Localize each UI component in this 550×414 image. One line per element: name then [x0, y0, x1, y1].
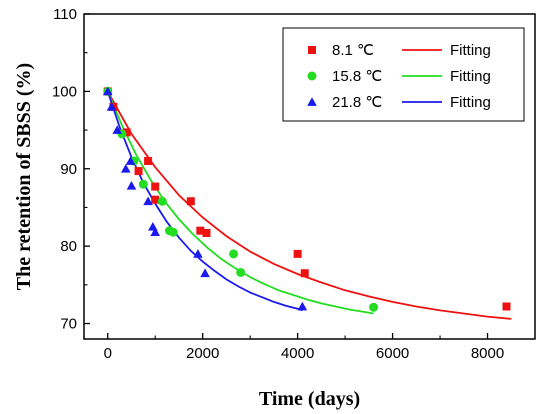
data-point-circle — [157, 196, 167, 206]
data-point-circle — [168, 227, 178, 237]
data-point-triangle — [200, 268, 210, 278]
data-point-square — [134, 167, 143, 176]
legend-fit-label: Fitting — [450, 42, 491, 59]
x-tick-label: 2000 — [186, 345, 219, 362]
data-point-triangle — [106, 102, 117, 111]
data-point-square — [502, 302, 511, 311]
legend: 8.1 ℃ Fitting 15.8 ℃ Fitting 21.8 ℃ Fitting — [282, 27, 525, 122]
data-point-square — [300, 269, 309, 278]
legend-fit-label: Fitting — [450, 68, 491, 85]
legend-series-label: 8.1 ℃ — [332, 42, 374, 59]
data-markers — [102, 86, 511, 312]
data-point-square — [196, 226, 205, 235]
x-tick-label: 8000 — [471, 345, 504, 362]
fit-lines — [106, 90, 512, 320]
plot-frame — [83, 13, 536, 340]
data-point-triangle — [102, 86, 113, 96]
y-tick-label: 80 — [60, 238, 77, 255]
y-tick-label: 100 — [52, 83, 77, 100]
axis-ticks — [84, 13, 489, 339]
y-axis-title: The retention of SBSS (%) — [13, 63, 35, 290]
data-point-triangle — [150, 227, 161, 237]
data-point-triangle — [120, 163, 131, 173]
data-point-circle — [369, 302, 379, 312]
x-axis-title: Time (days) — [259, 388, 360, 410]
y-tick-label: 90 — [60, 161, 77, 178]
data-point-circle — [236, 267, 246, 277]
data-point-triangle — [126, 180, 137, 190]
data-point-square — [202, 228, 211, 237]
y-tick-label: 110 — [53, 6, 77, 23]
legend-fit-label: Fitting — [450, 94, 491, 111]
x-tick-label: 6000 — [376, 345, 409, 362]
x-tick-label: 0 — [104, 345, 112, 362]
data-point-circle — [229, 249, 239, 259]
data-point-square — [293, 249, 302, 258]
data-point-square — [144, 157, 153, 166]
legend-marker-2 — [307, 71, 317, 81]
data-point-square — [186, 197, 195, 206]
fit-line-3 — [106, 91, 303, 312]
legend-marker-1 — [308, 46, 316, 54]
plot-border — [83, 13, 536, 340]
legend-series-label: 15.8 ℃ — [332, 68, 382, 85]
data-point-triangle — [297, 301, 308, 311]
y-tick-label: 70 — [60, 316, 77, 333]
data-point-triangle — [112, 125, 123, 134]
data-point-triangle — [143, 196, 153, 206]
data-point-triangle — [193, 249, 203, 258]
fit-line-1 — [106, 90, 512, 320]
data-point-triangle — [125, 156, 136, 165]
tick-labels: 0 2000 4000 6000 8000 70 80 90 100 110 — [52, 6, 504, 362]
data-point-square — [122, 128, 131, 137]
legend-series-label: 21.8 ℃ — [332, 94, 382, 111]
data-point-square — [151, 195, 160, 204]
data-point-square — [151, 182, 160, 191]
legend-marker-3 — [307, 97, 317, 106]
legend-box — [282, 27, 525, 122]
data-point-circle — [138, 179, 148, 189]
x-tick-label: 4000 — [281, 345, 314, 362]
